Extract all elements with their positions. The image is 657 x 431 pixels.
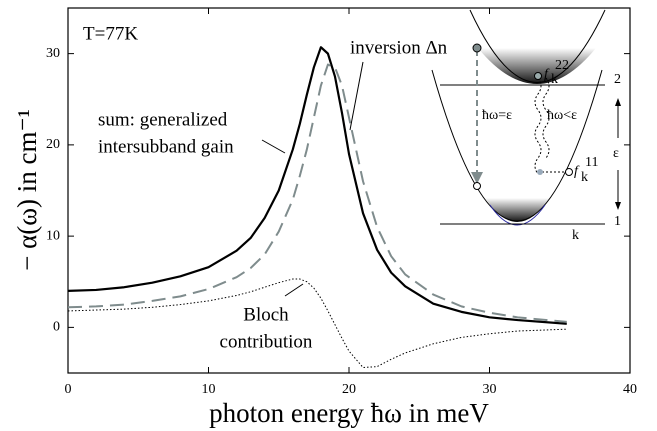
inset-label: 1 bbox=[614, 214, 621, 229]
upper-band bbox=[469, 9, 606, 83]
pointer-line bbox=[261, 139, 286, 154]
y-tick-label: 30 bbox=[46, 46, 60, 61]
annotation: Bloch bbox=[243, 304, 289, 325]
lower-band bbox=[431, 69, 603, 222]
inset-label: 2 bbox=[614, 72, 621, 87]
y-axis-label: − α(ω) in cm⁻¹ bbox=[12, 109, 42, 271]
x-axis-label: photon energy ħω in meV bbox=[209, 398, 489, 428]
annotation: T=77K bbox=[83, 23, 138, 44]
hole bbox=[473, 182, 481, 190]
series-line bbox=[67, 278, 567, 369]
wavy-arrow bbox=[534, 77, 542, 175]
annotation: inversion Δn bbox=[350, 37, 448, 58]
hole bbox=[565, 168, 573, 176]
x-tick-label: 20 bbox=[342, 382, 356, 397]
inset-label: f bbox=[574, 164, 580, 179]
inset-label: f bbox=[544, 67, 550, 82]
inset-label: ħω=ε bbox=[482, 108, 512, 123]
inset-label: ε bbox=[613, 146, 619, 161]
x-tick-label: 10 bbox=[202, 382, 216, 397]
series-line bbox=[67, 46, 567, 325]
x-tick-label: 0 bbox=[65, 382, 72, 397]
annotation: intersubband gain bbox=[98, 136, 234, 157]
inset-diagram: ħω=ε ħω<ε 2 1 ε k f k 22 f k 11 bbox=[431, 9, 621, 243]
inset-label: k bbox=[551, 72, 558, 87]
arrow-head bbox=[615, 98, 621, 106]
inset-label: 11 bbox=[585, 155, 598, 170]
inset-label: k bbox=[572, 228, 579, 243]
annotation: sum: generalized bbox=[98, 109, 228, 130]
upper-band-fill bbox=[478, 48, 596, 84]
electron bbox=[537, 169, 543, 175]
inset-label: k bbox=[581, 170, 588, 185]
series-line bbox=[67, 63, 567, 323]
y-tick-label: 20 bbox=[46, 137, 60, 152]
inset-label: ħω<ε bbox=[547, 108, 577, 123]
y-tick-label: 0 bbox=[53, 320, 60, 335]
x-tick-label: 30 bbox=[483, 382, 497, 397]
pointer-line bbox=[284, 283, 304, 297]
electron bbox=[472, 43, 482, 53]
arrow-head bbox=[615, 202, 621, 210]
x-tick-label: 40 bbox=[623, 382, 637, 397]
inset-label: 22 bbox=[555, 58, 569, 73]
annotation: contribution bbox=[220, 331, 313, 352]
lower-band-edge bbox=[489, 204, 546, 226]
electron bbox=[534, 72, 542, 80]
arrow-head bbox=[471, 172, 483, 184]
pointer-line bbox=[349, 61, 364, 131]
y-tick-label: 10 bbox=[46, 228, 60, 243]
